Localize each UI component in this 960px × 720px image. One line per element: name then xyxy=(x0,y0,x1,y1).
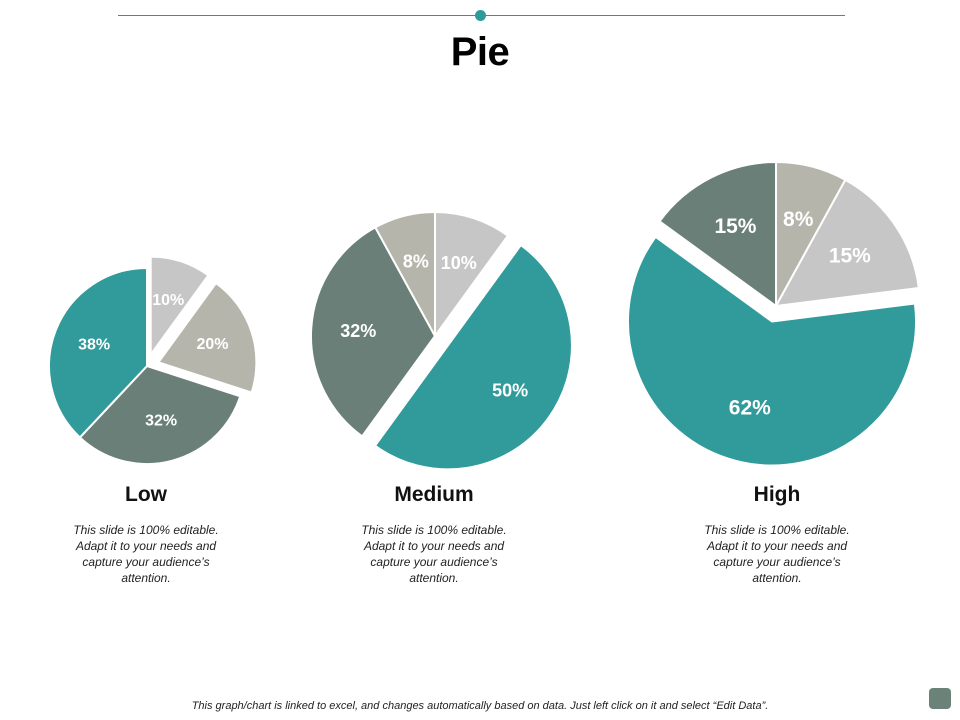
pie-high-slice-3[interactable] xyxy=(627,235,918,467)
pie-low-slice-2-label: 20% xyxy=(196,336,228,353)
pie-title-high: High xyxy=(753,483,801,506)
pie-high-slice-2[interactable] xyxy=(774,178,920,308)
pie-title-low: Low xyxy=(125,483,167,506)
pie-high-slice-4-label: 15% xyxy=(714,215,756,238)
pie-medium-slice-1-label: 10% xyxy=(441,253,477,273)
pie-medium-slice-1[interactable] xyxy=(434,210,510,340)
pie-low-slice-1[interactable] xyxy=(149,255,210,358)
pie-medium-slice-3-label: 32% xyxy=(340,321,376,341)
footer-note: This graph/chart is linked to excel, and… xyxy=(191,700,769,712)
pie-low-slice-4[interactable] xyxy=(48,266,148,439)
pie-low-slice-4-label: 38% xyxy=(78,337,110,354)
pie-low-slice-1-label: 10% xyxy=(152,292,184,309)
pie-high-slice-1-label: 8% xyxy=(783,208,814,231)
pie-description-high: This slide is 100% editable. Adapt it to… xyxy=(704,523,850,585)
pie-medium-slice-2-label: 50% xyxy=(492,381,528,401)
pie-low-slice-3-label: 32% xyxy=(145,413,177,430)
pie-low-slice-3[interactable] xyxy=(78,364,242,465)
corner-square-button[interactable] xyxy=(929,688,951,709)
pie-chart-medium: 10% 50% 32% 8% xyxy=(310,210,573,471)
pie-medium-slice-4[interactable] xyxy=(373,210,436,337)
pie-description-medium: This slide is 100% editable. Adapt it to… xyxy=(361,523,507,585)
top-divider-dot xyxy=(475,10,486,21)
pie-high-slice-2-label: 15% xyxy=(829,244,871,267)
pie-high-slice-3-label: 62% xyxy=(729,396,771,419)
pie-charts-canvas: 10% 20% 32% 38% 10% 50% 32% 8% 8% 15% 62% 15% xyxy=(48,160,920,471)
pie-medium-slice-4-label: 8% xyxy=(403,252,429,272)
pie-high-slice-4[interactable] xyxy=(658,160,777,308)
pie-chart-high: 8% 15% 62% 15% xyxy=(627,160,920,467)
pie-medium-slice-2[interactable] xyxy=(373,243,573,471)
pie-chart-low: 10% 20% 32% 38% xyxy=(48,255,258,465)
pie-low-slice-2[interactable] xyxy=(156,281,258,394)
pie-title-medium: Medium xyxy=(394,483,474,506)
page-title: Pie xyxy=(450,30,510,74)
pie-medium-slice-3[interactable] xyxy=(310,225,437,438)
pie-description-low: This slide is 100% editable. Adapt it to… xyxy=(73,523,219,585)
